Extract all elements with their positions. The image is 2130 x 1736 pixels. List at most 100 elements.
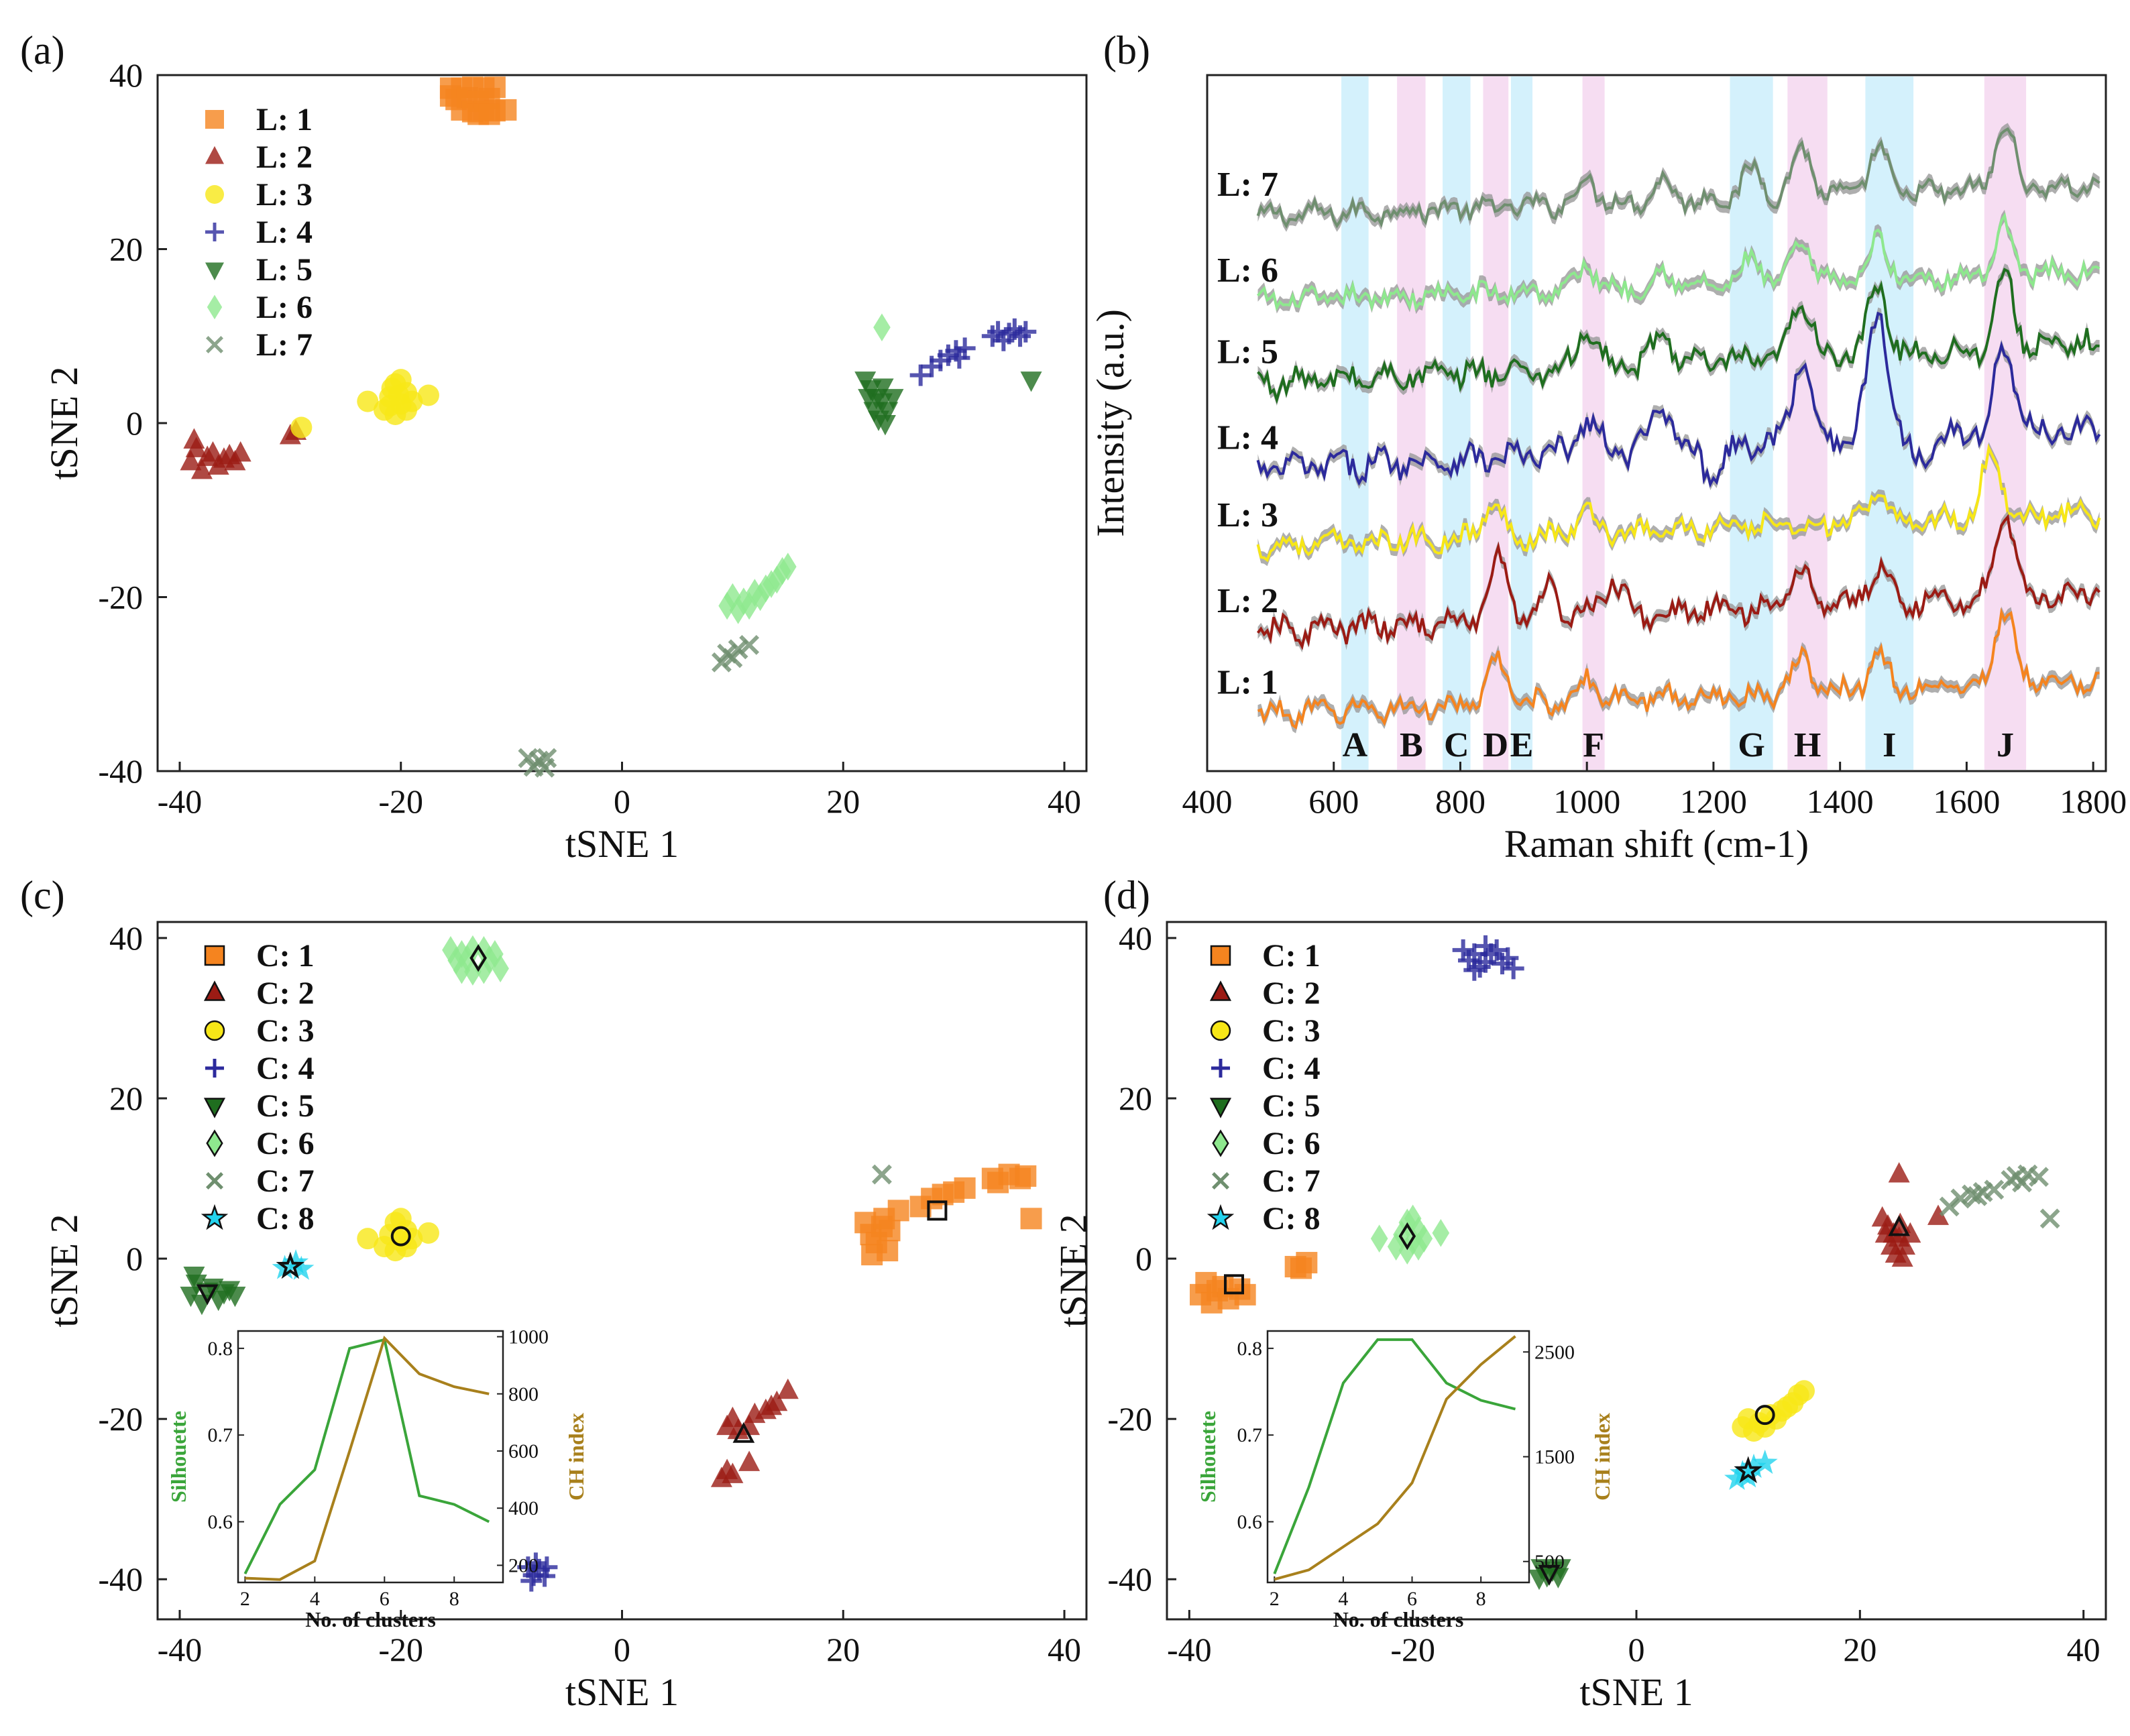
- y-tick-label: 0: [126, 1240, 143, 1277]
- data-point: [1950, 1188, 1971, 1209]
- band-label: F: [1583, 726, 1604, 764]
- legend-label: C: 4: [1262, 1051, 1321, 1086]
- band-label: A: [1343, 726, 1368, 764]
- data-point: [1793, 1380, 1815, 1402]
- data-point: [872, 1164, 892, 1185]
- inset-right-title: CH index: [564, 1413, 588, 1501]
- data-point: [1891, 1246, 1913, 1267]
- legend-marker: [204, 1020, 225, 1041]
- data-point: [2039, 1208, 2060, 1229]
- data-point: [739, 634, 760, 655]
- data-point: [453, 956, 471, 984]
- cluster-centroid: [276, 1251, 305, 1279]
- inset-left-tick-label: 0.8: [1237, 1338, 1263, 1360]
- legend-label: C: 8: [256, 1201, 315, 1236]
- legend-label: L: 6: [256, 290, 313, 325]
- data-point: [1939, 1196, 1960, 1217]
- data-point: [766, 1390, 788, 1411]
- data-point: [202, 1278, 224, 1299]
- legend-marker: [205, 1059, 224, 1078]
- data-point: [537, 748, 557, 768]
- x-tick-label: 40: [2067, 1631, 2100, 1668]
- inset-left-title: Silhouette: [1196, 1411, 1220, 1503]
- cluster-centroid: [1398, 1222, 1416, 1251]
- band-B: [1397, 76, 1426, 770]
- legend-marker: [204, 945, 225, 966]
- inset-x-tick-label: 6: [1407, 1588, 1417, 1610]
- data-point: [478, 103, 500, 125]
- cluster-centroid: [1224, 1274, 1244, 1295]
- legend-label: L: 3: [256, 177, 313, 213]
- cluster-centroid: [1734, 1456, 1762, 1483]
- inset-left-tick-label: 0.8: [208, 1338, 233, 1360]
- legend-label: C: 3: [1262, 1013, 1321, 1049]
- spectrum-line: [1256, 443, 2101, 563]
- data-point: [492, 954, 509, 983]
- data-point: [357, 390, 379, 412]
- data-point: [1480, 943, 1502, 965]
- legend-label: C: 2: [1262, 976, 1321, 1011]
- data-point: [738, 1414, 761, 1436]
- y-tick-label: -40: [1107, 1560, 1152, 1598]
- data-point: [357, 1228, 379, 1250]
- data-point: [954, 1177, 976, 1199]
- data-point: [475, 956, 493, 984]
- spectrum-line: [1256, 311, 2101, 488]
- data-point: [1741, 1453, 1767, 1479]
- data-point: [1874, 1222, 1897, 1243]
- data-point: [2029, 1167, 2049, 1188]
- panel-label-a: (a): [20, 28, 65, 72]
- y-tick-label: 40: [109, 919, 143, 957]
- cluster-centroid: [196, 1284, 219, 1306]
- inset-right-tick-label: 2500: [1534, 1341, 1575, 1363]
- legend-label: C: 1: [1262, 938, 1321, 974]
- legend-label: C: 6: [1262, 1126, 1321, 1161]
- data-point: [1888, 1162, 1910, 1183]
- spectrum-label: L: 5: [1217, 333, 1278, 371]
- inset-right-tick-label: 600: [508, 1440, 539, 1462]
- x-tick-label: 40: [1048, 783, 1081, 820]
- x-tick-label: 0: [614, 1631, 630, 1668]
- data-point: [1894, 1234, 1915, 1255]
- y-axis-title: tSNE 2: [1052, 1214, 1095, 1327]
- spectrum-label: L: 2: [1217, 582, 1278, 620]
- legend-marker: [205, 223, 224, 241]
- band-label: J: [1997, 726, 2014, 764]
- band-label: G: [1738, 726, 1764, 764]
- legend-marker: [203, 980, 226, 1001]
- legend-marker: [1210, 945, 1231, 966]
- inset-left-tick-label: 0.7: [1237, 1424, 1263, 1446]
- panel-label-d: (d): [1103, 873, 1150, 917]
- plot-frame: [1206, 74, 2107, 772]
- x-tick-label: -40: [158, 783, 203, 820]
- x-tick-label: 20: [1843, 1631, 1876, 1668]
- legend-label: C: 7: [256, 1163, 315, 1199]
- inset-left-title: Silhouette: [166, 1411, 190, 1503]
- legend-marker: [206, 1172, 223, 1190]
- cluster-centroid: [1538, 1564, 1561, 1586]
- spectrum-band: [1257, 209, 2100, 314]
- data-point: [777, 1378, 799, 1399]
- data-point: [882, 389, 904, 410]
- legend-label: C: 5: [1262, 1088, 1321, 1124]
- panel-label-c: (c): [20, 873, 65, 917]
- legend-marker: [203, 1098, 226, 1118]
- data-point: [180, 449, 202, 471]
- inset-left-tick-label: 0.6: [1237, 1511, 1263, 1533]
- data-point: [728, 639, 748, 660]
- legend-label: C: 5: [256, 1088, 315, 1124]
- legend-label: L: 4: [256, 215, 313, 250]
- inset-right-tick-label: 1000: [508, 1326, 549, 1348]
- inset-x-tick-label: 2: [240, 1588, 250, 1610]
- data-point: [395, 399, 417, 421]
- legend-label: C: 8: [1262, 1201, 1321, 1236]
- spectrum-line: [1256, 127, 2100, 229]
- x-tick-label: 40: [1048, 1631, 1081, 1668]
- cluster-centroid: [732, 1422, 755, 1443]
- data-point: [381, 378, 403, 400]
- legend-marker: [205, 185, 224, 204]
- data-point: [1967, 1185, 1988, 1206]
- data-point: [520, 1570, 543, 1592]
